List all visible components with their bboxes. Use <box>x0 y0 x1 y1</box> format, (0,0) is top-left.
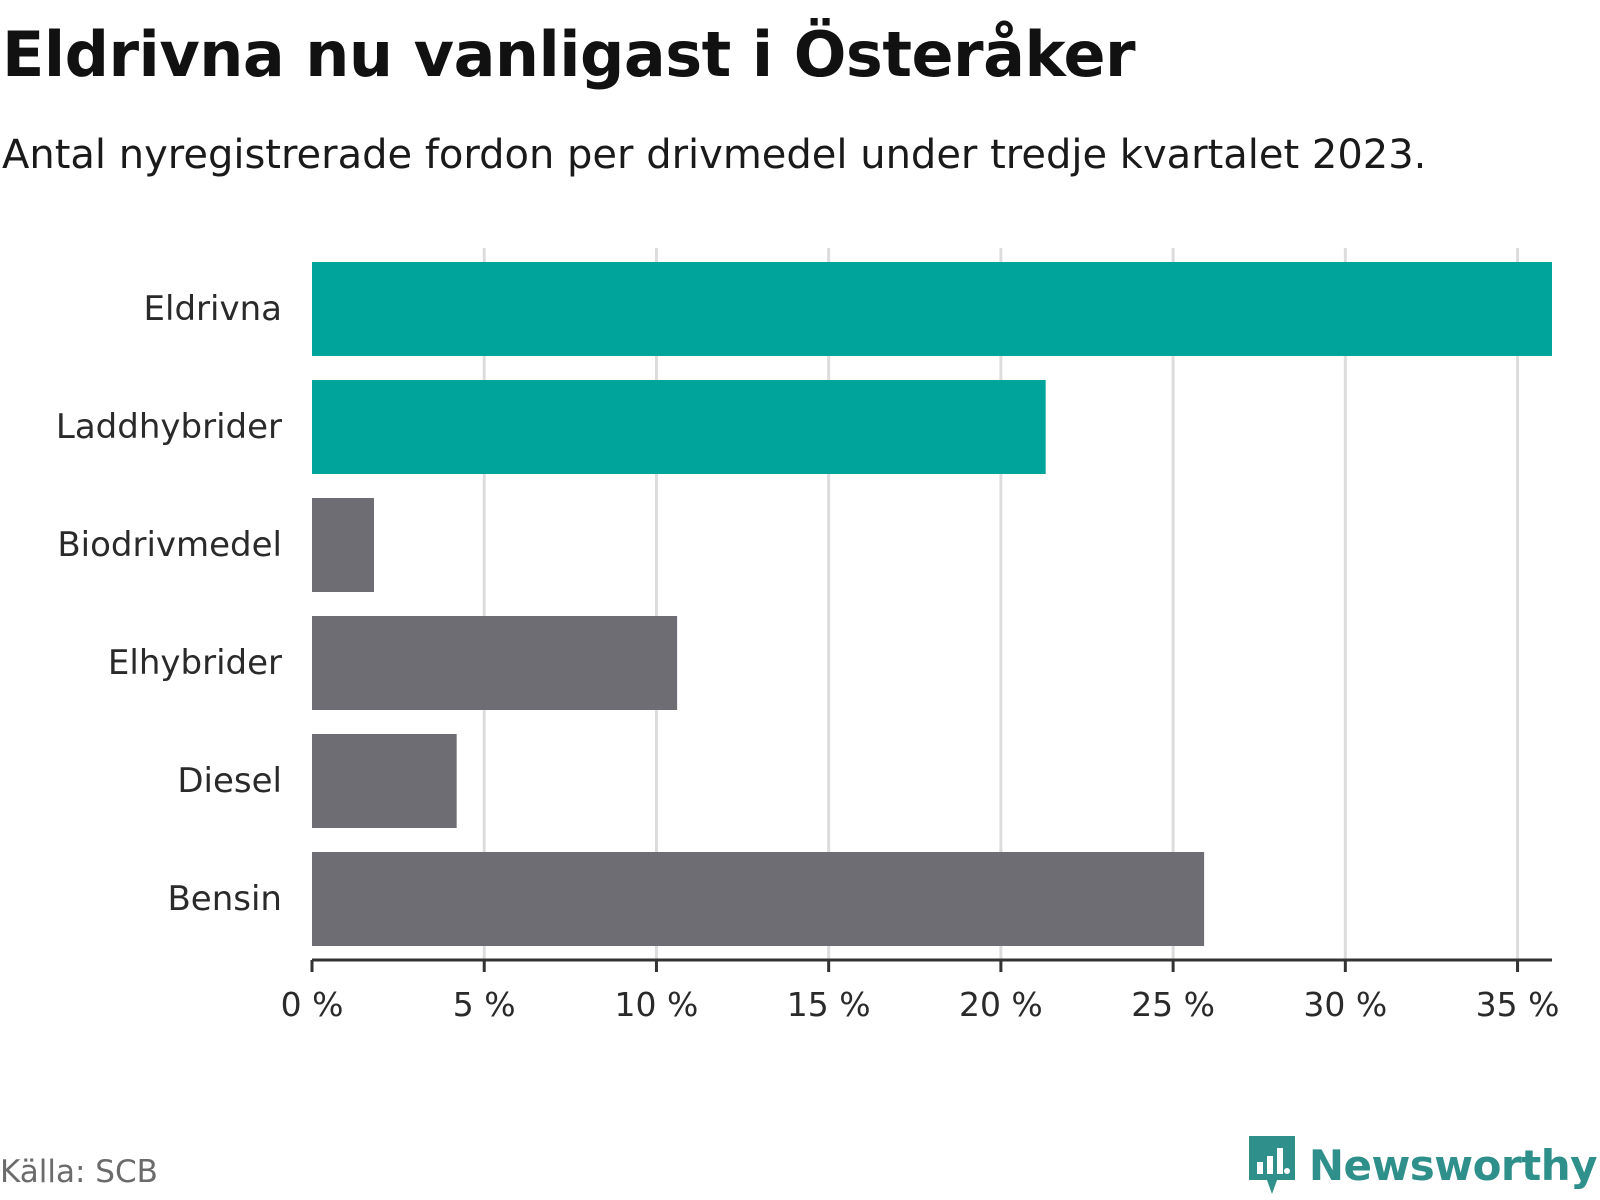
x-tick-label-25: 25 % <box>1131 985 1215 1024</box>
category-label-biodrivmedel: Biodrivmedel <box>57 525 282 565</box>
x-tick-label-20: 20 % <box>959 985 1043 1024</box>
x-tick-label-0: 0 % <box>281 985 344 1024</box>
category-label-bensin: Bensin <box>167 879 282 919</box>
source-note: Källa: SCB <box>0 1154 158 1190</box>
x-tick-label-15: 15 % <box>787 985 871 1024</box>
x-tick-label-35: 35 % <box>1476 985 1560 1024</box>
bar-biodrivmedel[interactable] <box>312 498 374 592</box>
gridlines <box>482 248 1520 960</box>
chart-title: Eldrivna nu vanligast i Österåker <box>2 18 1136 91</box>
category-label-eldrivna: Eldrivna <box>144 289 282 329</box>
chart-subtitle: Antal nyregistrerade fordon per drivmede… <box>2 132 1427 178</box>
bar-laddhybrider[interactable] <box>312 380 1046 474</box>
bar-elhybrider[interactable] <box>312 616 678 710</box>
bar-diesel[interactable] <box>312 734 457 828</box>
brand-name: Newsworthy <box>1308 1140 1598 1190</box>
x-tick-label-30: 30 % <box>1303 985 1387 1024</box>
x-axis <box>310 958 1552 972</box>
brand-logo[interactable]: Newsworthy <box>1247 1134 1598 1196</box>
category-label-laddhybrider: Laddhybrider <box>56 407 282 447</box>
x-tick-label-10: 10 % <box>615 985 699 1024</box>
category-label-diesel: Diesel <box>177 761 282 801</box>
bars <box>312 262 1552 946</box>
newsworthy-logo-icon <box>1248 1136 1295 1194</box>
category-label-elhybrider: Elhybrider <box>108 643 282 683</box>
tick-labels: 0 % 5 % 10 % 15 % 20 % 25 % 30 % 35 % <box>281 985 1560 1024</box>
x-tick-label-5: 5 % <box>453 985 516 1024</box>
bar-bensin[interactable] <box>312 852 1205 946</box>
bar-eldrivna[interactable] <box>312 262 1552 356</box>
category-labels: Eldrivna Laddhybrider Biodrivmedel Elhybrid… <box>56 289 282 919</box>
